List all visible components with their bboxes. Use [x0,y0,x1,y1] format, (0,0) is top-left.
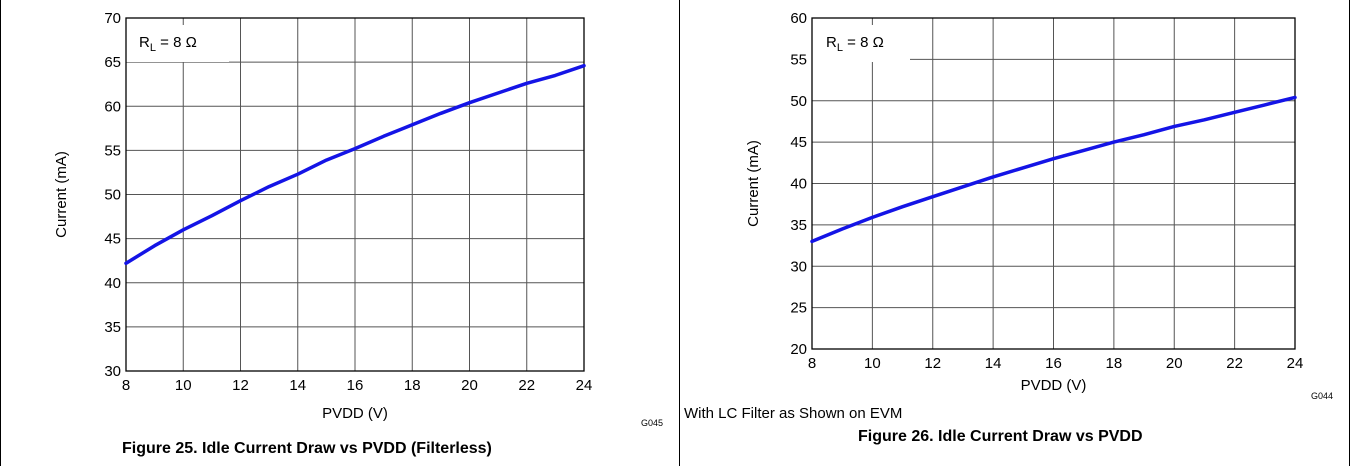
chart2-series-line [810,95,1297,244]
panel-divider [679,0,680,466]
chart1-graph-code: G045 [641,418,663,428]
chart2-x-tick-label: 8 [808,355,816,372]
chart2-y-tick-label: 30 [790,258,807,275]
chart2-y-tick-label: 60 [790,10,807,27]
chart2-annotation-label: RL = 8 Ω [826,34,884,54]
chart1-x-tick-label: 12 [232,377,249,394]
chart2-annotation-box [810,25,910,62]
chart1-plot-frame [125,17,585,372]
chart1-y-tick-label: 45 [104,231,121,248]
chart1-y-axis-title: Current (mA) [53,151,70,238]
chart2-y-tick-label: 55 [790,51,807,68]
chart1-x-tick-label: 24 [576,377,593,394]
chart1-y-tick-label: 70 [104,10,121,27]
chart2-graph-code: G044 [1311,391,1333,401]
chart1-x-tick-label: 16 [347,377,364,394]
chart2-y-tick-label: 45 [790,134,807,151]
chart2-x-tick-label: 16 [1045,355,1062,372]
chart2-x-tick-label: 22 [1226,355,1243,372]
chart1-x-tick-label: 20 [461,377,478,394]
chart2-y-tick-label: 35 [790,217,807,234]
chart1-y-tick-label: 65 [104,54,121,71]
chart1-annotation-box [123,25,229,62]
chart2-x-tick-label: 10 [864,355,881,372]
chart1-annotation-label: RL = 8 Ω [139,34,197,54]
chart2-x-axis-title: PVDD (V) [1021,377,1087,394]
chart2-y-tick-label: 50 [790,93,807,110]
chart1-x-tick-label: 22 [518,377,535,394]
chart2-x-tick-label: 12 [924,355,941,372]
chart1-x-tick-label: 18 [404,377,421,394]
chart2-y-tick-label: 25 [790,300,807,317]
chart1-x-axis-title: PVDD (V) [322,405,388,422]
chart1-y-tick-label: 35 [104,319,121,336]
chart2-y-axis-title: Current (mA) [745,140,762,227]
chart1-series-line [124,63,586,266]
chart1-x-tick-label: 10 [175,377,192,394]
chart2-y-tick-label: 40 [790,176,807,193]
chart2-x-tick-label: 24 [1287,355,1304,372]
chart2-plot-frame [811,17,1296,350]
chart2-x-tick-label: 20 [1166,355,1183,372]
chart1-y-tick-label: 60 [104,98,121,115]
chart1-y-tick-label: 30 [104,363,121,380]
figure-26-note: With LC Filter as Shown on EVM [684,405,903,422]
chart1-y-tick-label: 55 [104,142,121,159]
chart2-x-tick-label: 14 [985,355,1002,372]
chart2-x-tick-label: 18 [1106,355,1123,372]
chart1-y-tick-label: 50 [104,187,121,204]
chart1-x-tick-label: 14 [289,377,306,394]
figure-26-caption: Figure 26. Idle Current Draw vs PVDD [858,428,1143,445]
figure-25-caption: Figure 25. Idle Current Draw vs PVDD (Fi… [122,440,492,457]
left-panel-border [0,0,1,466]
chart1-y-tick-label: 40 [104,275,121,292]
right-panel-border [1349,0,1350,466]
chart2-y-tick-label: 20 [790,341,807,358]
chart1-x-tick-label: 8 [122,377,130,394]
